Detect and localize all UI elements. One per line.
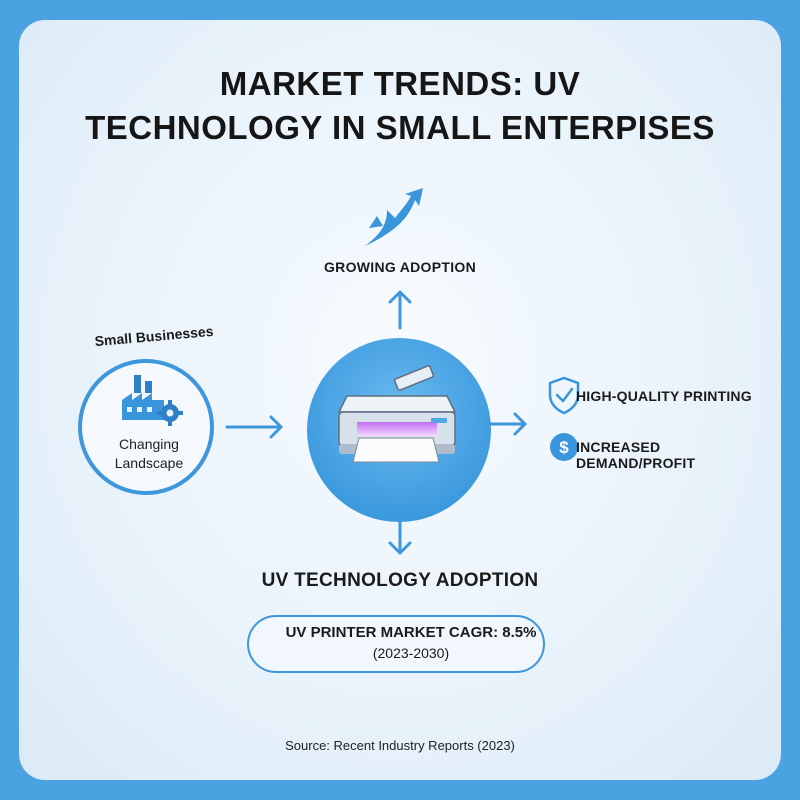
high-quality-printing-label: HIGH-QUALITY PRINTING <box>576 388 752 404</box>
uv-printer-icon <box>337 365 457 463</box>
dollar-icon: $ <box>550 433 578 461</box>
page-title: MARKET TRENDS: UV TECHNOLOGY IN SMALL EN… <box>19 62 781 150</box>
market-cagr-pill <box>247 615 545 673</box>
cagr-line-2: (2023-2030) <box>372 645 450 661</box>
changing-landscape-label: Changing Landscape <box>89 435 209 473</box>
cagr-line-1: UV PRINTER MARKET CAGR: 8.5% <box>285 624 537 641</box>
changing-line-1: Changing <box>119 436 179 452</box>
market-cagr-text: UV PRINTER MARKET CAGR: 8.5% (2023-2030) <box>281 623 541 663</box>
small-business-circle <box>78 359 214 495</box>
shield-check-icon <box>548 376 580 415</box>
arrow-right-1 <box>225 415 283 439</box>
increased-demand-label: INCREASED DEMAND/PROFIT <box>576 439 696 471</box>
svg-text:$: $ <box>559 438 569 457</box>
changing-line-2: Landscape <box>114 455 184 471</box>
growing-adoption-label: GROWING ADOPTION <box>323 259 477 275</box>
diagram-graphics: $ <box>78 188 580 653</box>
infographic-card: MARKET TRENDS: UV TECHNOLOGY IN SMALL EN… <box>19 20 781 780</box>
growth-arrow-icon <box>365 188 423 246</box>
source-note: Source: Recent Industry Reports (2023) <box>285 738 515 753</box>
arrow-up <box>388 290 412 330</box>
title-line-2: TECHNOLOGY IN SMALL ENTERPISES <box>85 109 715 146</box>
arrow-right-2 <box>487 412 527 436</box>
title-line-1: MARKET TRENDS: UV <box>219 65 581 102</box>
arrow-down <box>388 516 412 555</box>
factory-gear-icon <box>122 375 183 426</box>
uv-technology-adoption-label: UV TECHNOLOGY ADOPTION <box>261 570 539 591</box>
